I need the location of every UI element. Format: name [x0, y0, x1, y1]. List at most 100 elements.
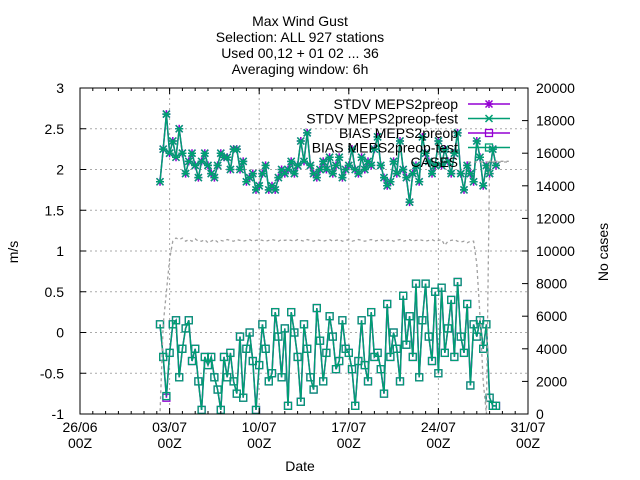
data-point	[299, 320, 309, 329]
data-point	[459, 348, 469, 358]
data-point	[178, 344, 187, 353]
data-point	[296, 397, 305, 406]
y2-tick-label: 20000	[536, 80, 575, 96]
data-point	[405, 312, 414, 321]
data-point	[155, 177, 165, 186]
y2-tick-label: 18000	[536, 113, 575, 129]
data-point	[210, 373, 219, 382]
data-point	[450, 352, 459, 362]
data-point	[322, 348, 331, 358]
data-point	[280, 324, 289, 333]
y2-tick-label: 0	[536, 406, 544, 422]
data-point	[187, 149, 197, 158]
data-point	[379, 173, 389, 182]
data-point	[395, 377, 405, 386]
data-point	[210, 173, 219, 182]
data-point	[482, 320, 491, 329]
data-point	[418, 132, 427, 141]
data-point	[191, 161, 200, 170]
data-point	[290, 169, 299, 178]
y-tick-label: 1.5	[45, 202, 65, 218]
data-point	[479, 344, 488, 353]
data-point	[367, 307, 376, 317]
data-point	[203, 360, 213, 370]
data-point	[306, 373, 315, 382]
data-point	[171, 316, 181, 325]
data-point	[469, 177, 478, 186]
data-point	[184, 316, 193, 325]
data-point	[405, 198, 414, 207]
data-point	[159, 145, 168, 154]
data-point	[175, 373, 184, 382]
data-point	[328, 169, 337, 178]
x-tick-label: 00Z	[68, 435, 93, 451]
data-point	[456, 332, 465, 341]
data-point	[283, 401, 293, 411]
data-point	[229, 377, 238, 386]
data-point	[165, 149, 174, 158]
data-point	[325, 312, 334, 321]
data-point	[274, 173, 283, 182]
data-point	[379, 389, 389, 398]
data-point	[271, 185, 280, 194]
data-point	[175, 124, 184, 133]
data-point	[194, 377, 203, 386]
y-tick-label: 0	[56, 325, 64, 341]
data-point	[399, 291, 408, 300]
data-point	[162, 110, 171, 119]
legend-marker	[484, 99, 494, 109]
data-point	[411, 279, 421, 288]
data-point	[344, 161, 353, 170]
data-point	[290, 328, 299, 337]
data-point	[335, 356, 344, 366]
data-point	[472, 136, 481, 146]
data-point	[466, 381, 475, 390]
data-point	[232, 145, 241, 154]
data-point	[415, 177, 424, 186]
data-point	[392, 169, 401, 178]
x-tick-label: 00Z	[516, 435, 541, 451]
data-point	[453, 277, 462, 287]
x-tick-label: 03/07	[152, 419, 187, 435]
y-tick-label: -1	[52, 406, 65, 422]
data-point	[335, 153, 344, 162]
data-point	[443, 324, 453, 333]
data-point	[319, 157, 328, 166]
data-point	[408, 169, 417, 178]
data-point	[437, 283, 446, 292]
data-point	[453, 128, 462, 137]
data-point	[437, 161, 446, 170]
grid	[80, 88, 528, 414]
legend-label: STDV MEPS2preop-test	[306, 111, 458, 127]
data-point	[235, 332, 245, 341]
data-point	[363, 377, 373, 386]
data-point	[255, 181, 264, 190]
x-tick-label: 00Z	[247, 435, 272, 451]
data-point	[226, 165, 235, 174]
data-point	[357, 316, 366, 325]
data-point	[344, 348, 353, 358]
data-point	[338, 316, 347, 325]
data-point	[171, 153, 181, 162]
data-point	[367, 161, 376, 170]
data-point	[299, 157, 309, 166]
data-point	[274, 332, 283, 341]
x-tick-label: 10/07	[242, 419, 277, 435]
data-point	[370, 145, 379, 154]
data-point	[399, 165, 408, 174]
data-point	[338, 173, 347, 182]
data-point	[376, 365, 385, 374]
legend-marker	[484, 143, 494, 152]
data-point	[213, 161, 222, 170]
series-layer	[155, 110, 509, 414]
legend-marker	[484, 114, 494, 123]
data-point	[178, 149, 187, 158]
data-point	[325, 153, 334, 162]
data-point	[242, 344, 251, 353]
data-point	[440, 348, 449, 358]
data-point	[162, 391, 171, 401]
data-point	[258, 169, 267, 178]
data-point	[303, 344, 312, 353]
data-point	[347, 365, 357, 374]
